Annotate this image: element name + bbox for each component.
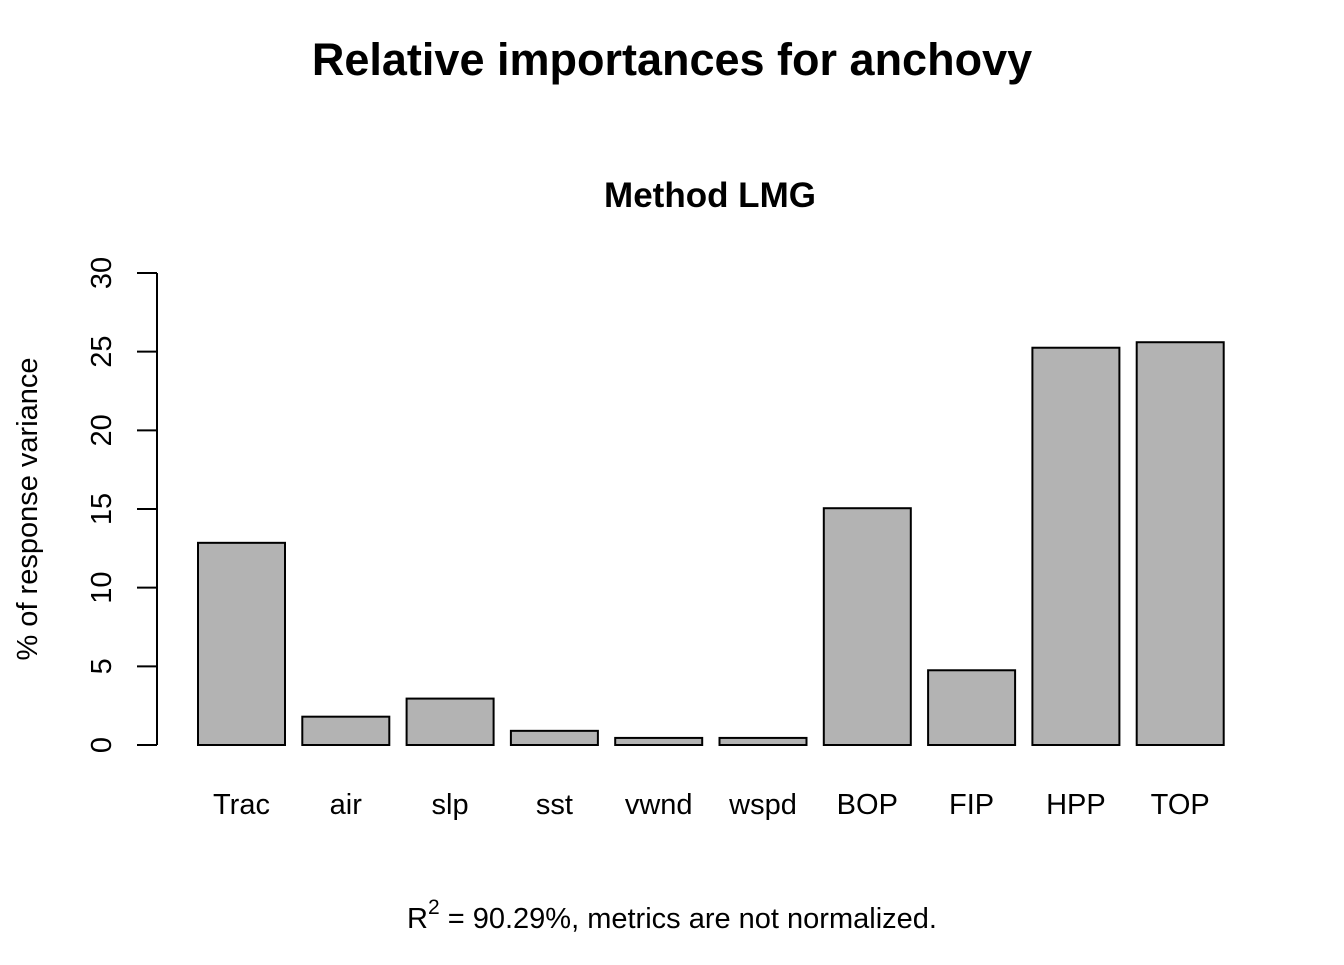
bar-wspd [718,736,808,746]
x-tick-label: sst [536,789,573,821]
footer-superscript: 2 [428,896,440,919]
y-tick-label: 30 [86,257,118,289]
bars [197,341,1225,747]
x-axis-labels: Trac air slp sst vwnd wspd BOP FIP HPP TOP [213,789,1210,821]
y-tick-label: 0 [86,737,118,753]
x-tick-label: Trac [213,789,270,821]
chart-title: Relative importances for anchovy [312,34,1032,85]
x-tick-label: FIP [949,789,994,821]
bar-vwnd [614,736,704,746]
y-tick-label: 25 [86,336,118,368]
y-tick-label: 15 [86,493,118,525]
y-tick-label: 10 [86,572,118,604]
chart-subtitle: Method LMG [604,176,816,215]
footer-note: R2 = 90.29%, metrics are not normalized. [407,896,937,935]
footer-r-symbol: R [407,903,428,935]
footer-text: = 90.29%, metrics are not normalized. [440,903,937,935]
bar-top [1135,341,1225,746]
x-tick-label: vwnd [625,789,693,821]
x-tick-label: HPP [1046,789,1106,821]
x-tick-label: wspd [728,789,797,821]
y-tick-label: 20 [86,414,118,446]
x-tick-label: air [330,789,363,821]
bar-air [301,715,391,746]
bar-slp [405,697,495,747]
bar-hpp [1031,346,1121,746]
y-axis-label: % of response variance [12,357,44,660]
x-tick-label: slp [432,789,469,821]
x-tick-label: TOP [1151,789,1210,821]
y-axis: 0 5 10 15 20 25 30 [86,257,158,753]
bar-sst [509,729,599,747]
bar-trac [197,541,286,746]
bar-bop [822,507,912,747]
y-tick-label: 5 [86,658,118,674]
bar-fip [927,669,1017,746]
x-tick-label: BOP [837,789,898,821]
